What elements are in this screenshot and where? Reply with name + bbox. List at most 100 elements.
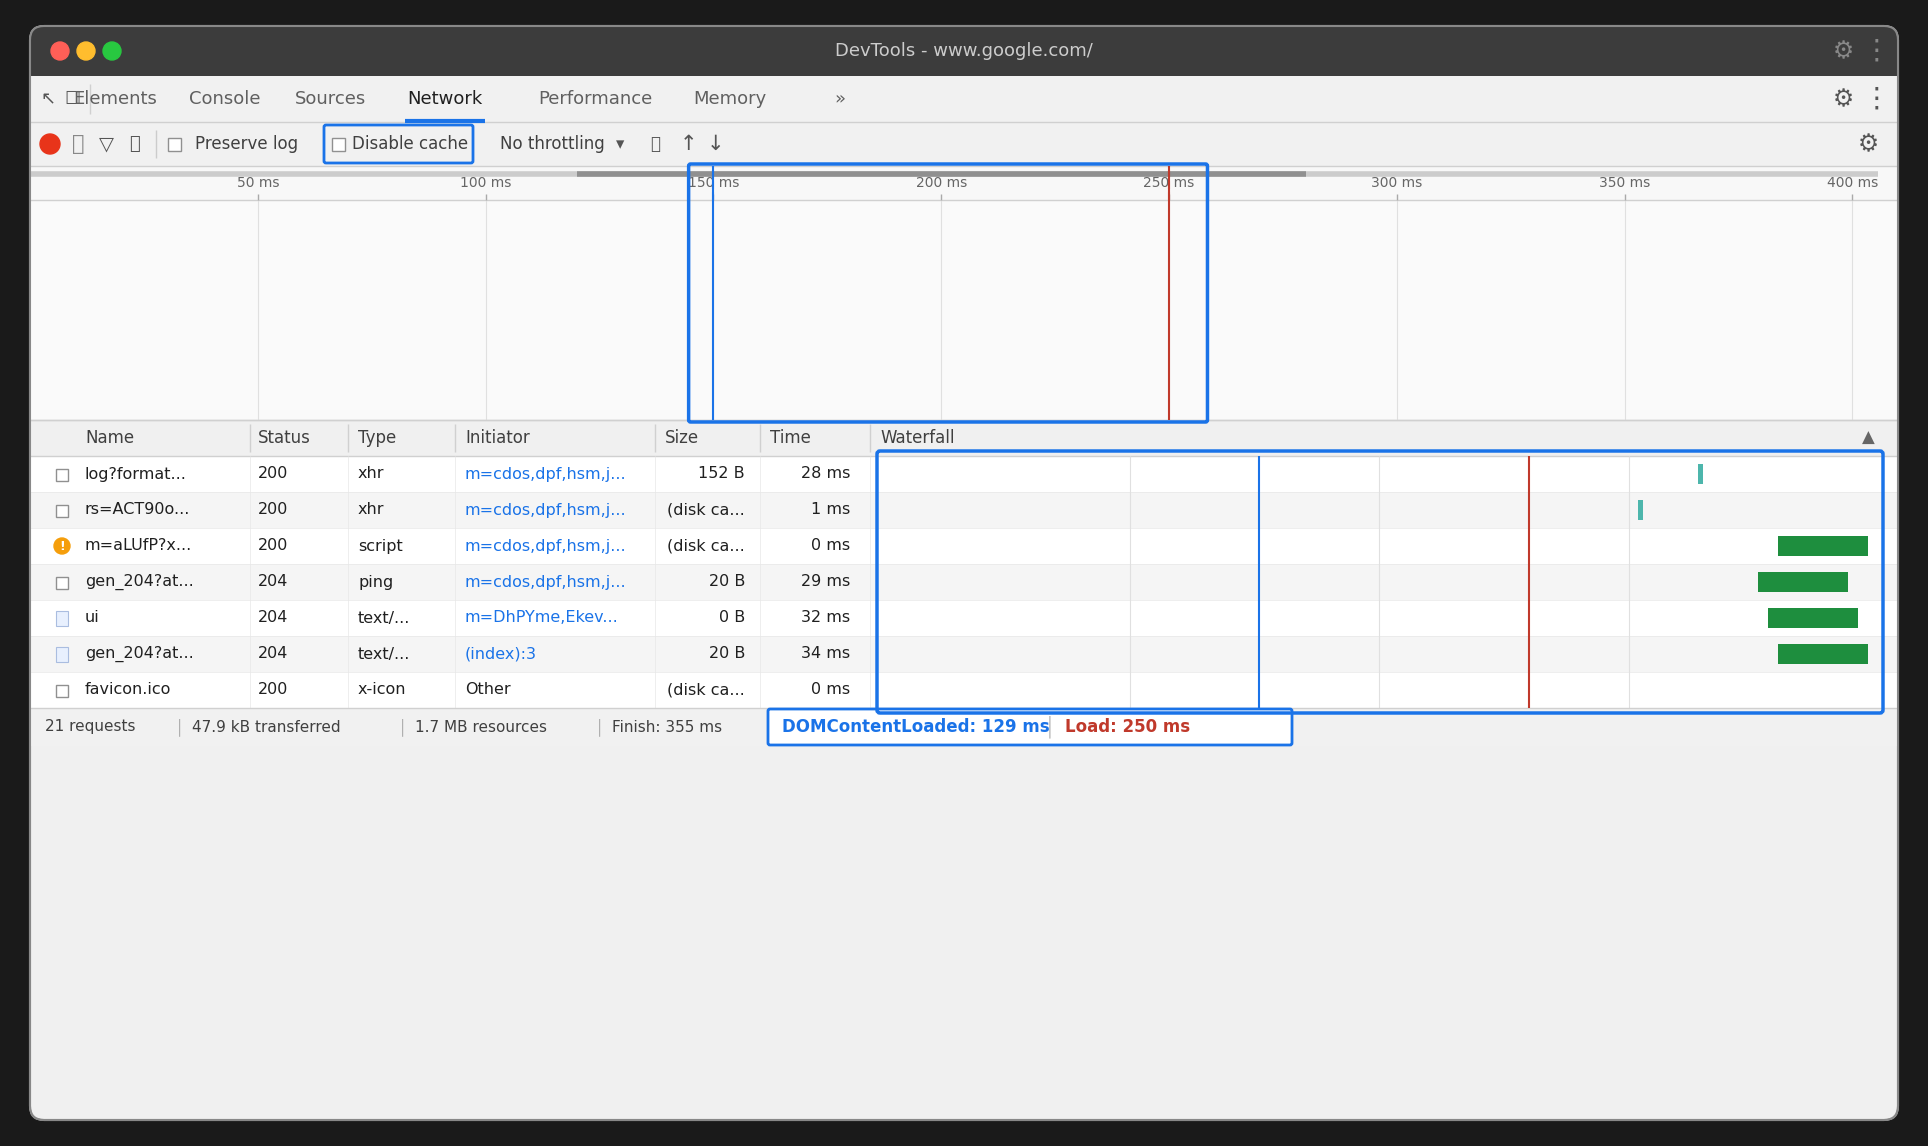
Text: Load: 250 ms: Load: 250 ms (1064, 719, 1190, 736)
Text: Memory: Memory (694, 91, 767, 108)
Bar (31, 76, 1897, 121)
Text: 200: 200 (258, 502, 289, 518)
Bar (31, 201, 1897, 419)
Bar (31, 52, 1897, 76)
Text: Performance: Performance (538, 91, 652, 108)
Text: text/...: text/... (359, 646, 411, 661)
Bar (31, 636, 1897, 672)
Bar (1758, 572, 1849, 591)
Text: 400 ms: 400 ms (1828, 176, 1878, 190)
Text: 150 ms: 150 ms (688, 176, 738, 190)
Text: DOMContentLoaded: 129 ms: DOMContentLoaded: 129 ms (783, 719, 1049, 736)
Text: 200 ms: 200 ms (916, 176, 966, 190)
Bar (56, 505, 67, 517)
Bar (332, 138, 345, 151)
Text: 250 ms: 250 ms (1143, 176, 1195, 190)
Bar (31, 564, 1897, 601)
Text: favicon.ico: favicon.ico (85, 683, 172, 698)
Text: (disk ca...: (disk ca... (667, 502, 744, 518)
Text: ▲: ▲ (1862, 429, 1874, 447)
Text: ↓: ↓ (706, 134, 723, 154)
Circle shape (54, 537, 69, 554)
Bar (1778, 536, 1868, 556)
Text: Other: Other (465, 683, 511, 698)
Text: Console: Console (189, 91, 260, 108)
Text: Preserve log: Preserve log (195, 135, 299, 154)
Bar (31, 672, 1897, 708)
Text: ping: ping (359, 574, 393, 589)
Text: │: │ (397, 719, 407, 736)
FancyBboxPatch shape (31, 26, 1897, 76)
Text: 200: 200 (258, 683, 289, 698)
Text: ☐: ☐ (64, 91, 81, 108)
Text: 1 ms: 1 ms (812, 502, 850, 518)
Bar (31, 708, 1897, 746)
Text: »: » (835, 91, 846, 108)
Text: Waterfall: Waterfall (879, 429, 954, 447)
Text: 350 ms: 350 ms (1598, 176, 1650, 190)
Text: Elements: Elements (73, 91, 156, 108)
Text: ▾: ▾ (615, 135, 625, 154)
Bar (1639, 500, 1643, 520)
Text: 200: 200 (258, 466, 289, 481)
Text: ⚙: ⚙ (1857, 132, 1878, 156)
Bar (31, 121, 1897, 166)
Bar (31, 528, 1897, 564)
Text: 100 ms: 100 ms (461, 176, 511, 190)
Text: 1.7 MB resources: 1.7 MB resources (415, 720, 548, 735)
Text: ⚙: ⚙ (1832, 39, 1853, 63)
Bar (56, 647, 67, 662)
Text: Type: Type (359, 429, 397, 447)
Bar (31, 419, 1897, 456)
Text: 204: 204 (258, 574, 289, 589)
Text: ⛔: ⛔ (71, 134, 85, 154)
Text: rs=ACT90o...: rs=ACT90o... (85, 502, 191, 518)
Text: gen_204?at...: gen_204?at... (85, 646, 193, 662)
Text: 152 B: 152 B (698, 466, 744, 481)
Bar (1768, 609, 1859, 628)
Text: m=cdos,dpf,hsm,j...: m=cdos,dpf,hsm,j... (465, 502, 627, 518)
Text: 34 ms: 34 ms (800, 646, 850, 661)
Text: 21 requests: 21 requests (44, 720, 135, 735)
Text: 29 ms: 29 ms (800, 574, 850, 589)
Text: ➰: ➰ (650, 135, 659, 154)
Bar (56, 611, 67, 626)
Text: 200: 200 (258, 539, 289, 554)
Circle shape (102, 42, 121, 60)
Text: 🔍: 🔍 (129, 135, 139, 154)
Text: Status: Status (258, 429, 310, 447)
Bar (56, 576, 67, 589)
Bar (1699, 464, 1702, 484)
Bar (31, 601, 1897, 636)
Circle shape (40, 134, 60, 154)
Text: ↖: ↖ (40, 91, 56, 108)
Text: Disable cache: Disable cache (353, 135, 469, 154)
Text: 50 ms: 50 ms (237, 176, 280, 190)
Text: (disk ca...: (disk ca... (667, 539, 744, 554)
Text: x-icon: x-icon (359, 683, 407, 698)
Text: Size: Size (665, 429, 700, 447)
Text: ⋮: ⋮ (1862, 37, 1889, 65)
Text: xhr: xhr (359, 466, 384, 481)
Text: Initiator: Initiator (465, 429, 530, 447)
Text: ⚙: ⚙ (1832, 87, 1853, 111)
FancyBboxPatch shape (767, 709, 1292, 745)
Text: 0 ms: 0 ms (812, 539, 850, 554)
Text: gen_204?at...: gen_204?at... (85, 574, 193, 590)
Text: log?format...: log?format... (85, 466, 187, 481)
Bar (31, 492, 1897, 528)
Text: ↑: ↑ (679, 134, 696, 154)
Text: ⋮: ⋮ (1862, 85, 1889, 113)
Text: !: ! (60, 540, 66, 552)
Text: 0 B: 0 B (719, 611, 744, 626)
Text: 204: 204 (258, 646, 289, 661)
Bar (1778, 644, 1868, 664)
Text: 0 ms: 0 ms (812, 683, 850, 698)
Text: ▽: ▽ (98, 134, 114, 154)
Text: 300 ms: 300 ms (1371, 176, 1423, 190)
Text: 32 ms: 32 ms (800, 611, 850, 626)
Text: 204: 204 (258, 611, 289, 626)
Text: m=cdos,dpf,hsm,j...: m=cdos,dpf,hsm,j... (465, 466, 627, 481)
Text: ui: ui (85, 611, 100, 626)
Text: text/...: text/... (359, 611, 411, 626)
